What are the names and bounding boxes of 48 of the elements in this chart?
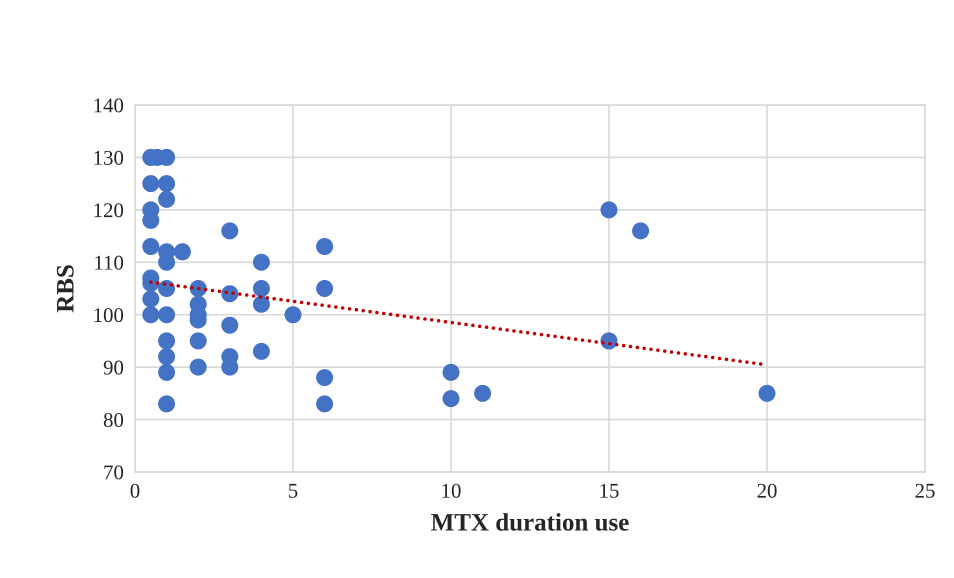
point	[284, 306, 302, 324]
point	[316, 238, 334, 256]
point	[252, 296, 270, 313]
y-tick-label: 140	[94, 98, 124, 112]
x-axis-title: MTX duration use	[431, 513, 629, 531]
y-tick-label: 100	[94, 308, 124, 322]
point	[158, 332, 176, 350]
point	[316, 395, 334, 412]
point	[190, 358, 207, 376]
y-tick-label: 70	[104, 465, 124, 480]
y-axis-title: RBS	[56, 265, 74, 312]
y-tick-label: 120	[94, 203, 124, 218]
point	[252, 280, 270, 298]
point	[221, 222, 238, 240]
point	[142, 175, 160, 192]
point	[442, 364, 460, 381]
point	[158, 280, 176, 298]
x-tick-label: 15	[600, 484, 619, 498]
point	[316, 280, 334, 298]
point	[758, 384, 776, 402]
x-tick-label: 0	[130, 484, 140, 498]
point	[221, 316, 238, 334]
x-tick-label: 5	[289, 484, 298, 498]
y-tick-label: 90	[104, 360, 124, 375]
point	[142, 306, 160, 324]
point	[158, 395, 176, 412]
x-tick-label: 20	[758, 484, 777, 498]
point	[190, 332, 207, 350]
point	[158, 364, 176, 381]
y-tick-label: 80	[104, 412, 124, 428]
point	[158, 306, 176, 324]
point	[474, 384, 492, 402]
point	[600, 201, 618, 218]
x-tick-label: 25	[916, 484, 935, 498]
point	[316, 369, 334, 386]
x-tick-label: 10	[442, 484, 461, 498]
y-tick-label: 130	[94, 150, 124, 165]
point	[174, 243, 191, 260]
point	[632, 222, 650, 240]
point	[158, 175, 176, 192]
point	[158, 190, 176, 208]
point	[252, 342, 270, 360]
point	[142, 238, 160, 256]
point	[158, 348, 176, 366]
point	[252, 254, 270, 271]
point	[442, 390, 460, 408]
y-tick-label: 110	[95, 256, 124, 270]
point	[142, 290, 160, 308]
